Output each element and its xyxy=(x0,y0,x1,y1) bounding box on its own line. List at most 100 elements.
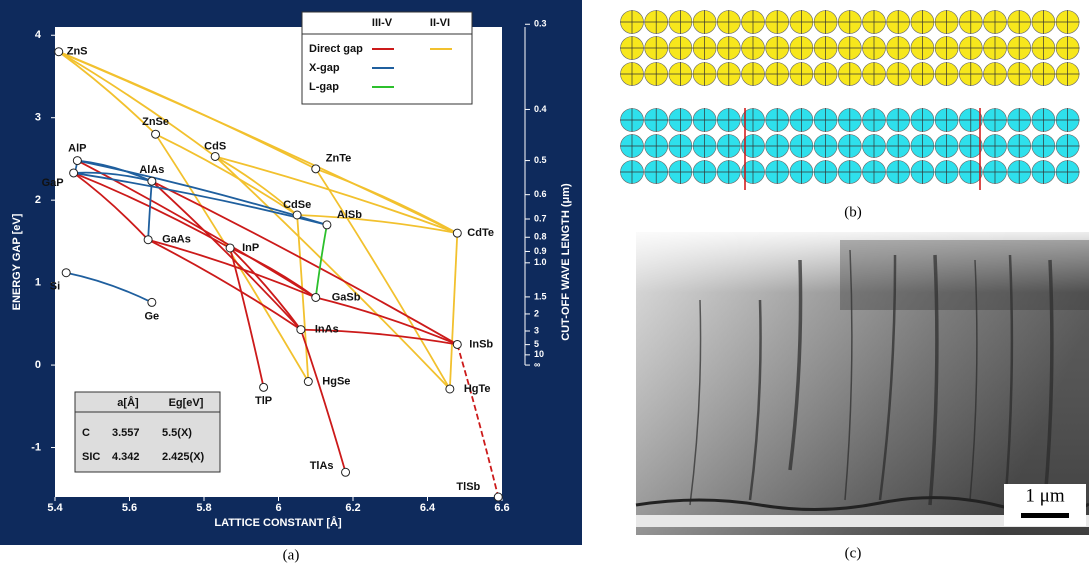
connection-curve xyxy=(76,159,317,299)
data-point xyxy=(445,384,455,394)
data-point xyxy=(210,151,220,161)
connection-curve xyxy=(214,155,298,216)
connection-curve xyxy=(155,133,298,216)
y-axis-title: ENERGY GAP [eV] xyxy=(11,213,23,310)
threading-dislocation xyxy=(689,299,702,506)
table-cell: 4.342 xyxy=(112,451,140,463)
scale-bar-box xyxy=(1004,484,1086,526)
data-point xyxy=(292,210,302,220)
connection-curve xyxy=(73,171,153,183)
point-label: InSb xyxy=(469,338,493,350)
caption: (c) xyxy=(845,545,862,561)
y-tick-label: 4 xyxy=(35,29,42,41)
threading-dislocation xyxy=(788,259,803,471)
connection-curve xyxy=(315,296,458,346)
data-point xyxy=(303,377,313,387)
threading-dislocation xyxy=(928,254,939,506)
point-label: CdS xyxy=(204,140,226,152)
y2-tick-label: 10 xyxy=(534,349,544,359)
point-label: AlSb xyxy=(337,209,362,221)
table-header: Eg[eV] xyxy=(169,397,204,409)
point-label: CdSe xyxy=(283,199,311,211)
threading-dislocation xyxy=(844,249,853,501)
data-point xyxy=(311,292,321,302)
connection-curve xyxy=(448,233,459,390)
connection-curve xyxy=(314,224,328,298)
scale-bar-label: 1 μm xyxy=(1025,485,1064,506)
connection-curve xyxy=(229,247,265,388)
data-point xyxy=(61,268,71,278)
data-point xyxy=(322,220,332,230)
y2-tick-label: 0.4 xyxy=(534,104,547,114)
connection-curve xyxy=(315,167,458,234)
y2-tick-label: 0.6 xyxy=(534,189,547,199)
data-point xyxy=(311,164,321,174)
y2-axis-title: CUT-OFF WAVE LENGTH (μm) xyxy=(560,183,572,341)
threading-dislocation xyxy=(748,299,762,501)
connection-curve xyxy=(297,214,458,235)
legend-column: II-VI xyxy=(430,17,450,29)
point-label: TlAs xyxy=(310,460,334,472)
legend-column: III-V xyxy=(372,17,393,29)
table-header: a[Å] xyxy=(117,396,139,409)
y2-tick-label: 0.9 xyxy=(534,246,547,256)
legend xyxy=(301,11,473,105)
y2-tick-label: 2 xyxy=(534,308,539,318)
connection-curve xyxy=(229,247,302,331)
y2-tick-label: 0.3 xyxy=(534,19,547,29)
point-label: TlSb xyxy=(456,481,480,493)
x-tick-label: 5.6 xyxy=(122,502,137,514)
caption: (b) xyxy=(844,204,862,220)
point-label: Ge xyxy=(145,310,160,322)
threading-dislocation xyxy=(969,259,978,501)
point-label: ZnS xyxy=(67,46,88,58)
point-label: GaAs xyxy=(162,234,191,246)
point-label: GaP xyxy=(42,177,64,189)
data-point xyxy=(225,243,235,253)
point-label: HgSe xyxy=(322,375,350,387)
y2-tick-label: 3 xyxy=(534,325,539,335)
point-label: AlAs xyxy=(139,164,164,176)
point-label: InP xyxy=(242,242,259,254)
table-cell: SIC xyxy=(82,451,100,463)
substrate xyxy=(636,515,1089,527)
data-point xyxy=(54,47,64,57)
atom-lattice xyxy=(620,10,1080,190)
data-point xyxy=(259,382,269,392)
point-label: AlP xyxy=(68,142,86,154)
x-tick-label: 5.8 xyxy=(196,502,211,514)
data-point xyxy=(296,325,306,335)
y-tick-label: 1 xyxy=(35,277,41,289)
threading-dislocation xyxy=(1003,254,1014,506)
connection-curve xyxy=(151,180,458,346)
scale-bar xyxy=(1021,513,1069,518)
y2-tick-label: 1.0 xyxy=(534,257,547,267)
legend-label: Direct gap xyxy=(309,43,363,55)
y-tick-label: 2 xyxy=(35,194,41,206)
x-tick-label: 6 xyxy=(275,502,281,514)
caption: (a) xyxy=(283,547,300,563)
point-label: Si xyxy=(50,281,60,293)
data-point xyxy=(452,339,462,349)
point-label: HgTe xyxy=(464,383,491,395)
threading-dislocation xyxy=(878,254,897,501)
connection-curve xyxy=(151,180,302,331)
connection-curve xyxy=(147,238,302,331)
connection-curve xyxy=(214,155,458,234)
dark-band xyxy=(840,240,1089,310)
point-label: CdTe xyxy=(467,227,494,239)
x-tick-label: 6.2 xyxy=(345,502,360,514)
y2-tick-label: 0.8 xyxy=(534,232,547,242)
y-tick-label: 0 xyxy=(35,359,41,371)
y2-tick-label: 1.5 xyxy=(534,291,547,301)
connection-curve xyxy=(58,50,458,234)
point-label: ZnTe xyxy=(326,153,351,165)
y2-tick-label: 5 xyxy=(534,339,539,349)
connection-curve xyxy=(299,329,347,473)
data-point xyxy=(147,297,157,307)
x-tick-label: 5.4 xyxy=(47,502,63,514)
y-tick-label: 3 xyxy=(35,112,41,124)
x-tick-label: 6.6 xyxy=(494,502,509,514)
y2-tick-label: 0.5 xyxy=(534,155,547,165)
